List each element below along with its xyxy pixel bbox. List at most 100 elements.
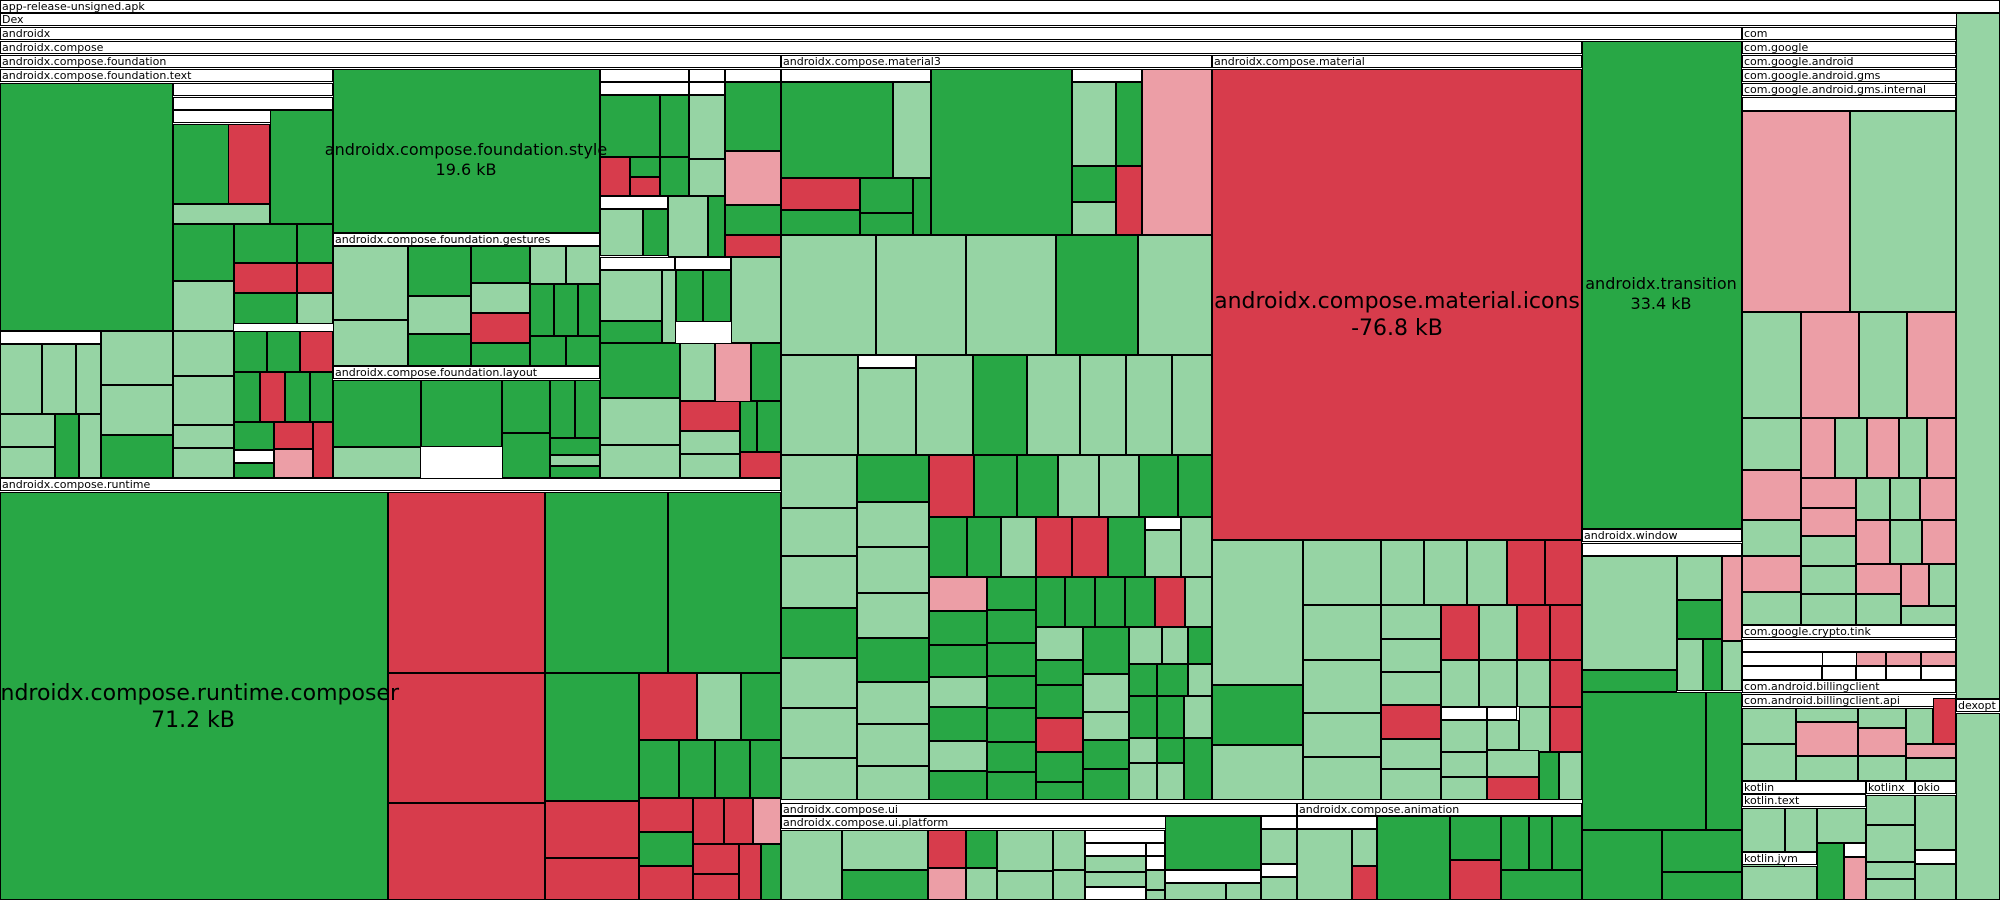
treemap-cell[interactable] <box>1095 577 1125 627</box>
treemap-cell[interactable] <box>1922 520 1956 564</box>
treemap-cell[interactable] <box>1072 517 1108 577</box>
treemap-cell[interactable] <box>388 492 545 673</box>
package-header[interactable]: dexopt <box>1956 699 2000 712</box>
treemap-cell[interactable] <box>575 380 600 438</box>
treemap-cell[interactable] <box>550 455 600 466</box>
treemap-cell[interactable] <box>1303 713 1381 757</box>
treemap-cell[interactable] <box>1142 69 1212 235</box>
treemap-cell[interactable] <box>974 455 1017 517</box>
treemap-cell[interactable] <box>1381 605 1441 639</box>
treemap-cell[interactable] <box>471 343 530 366</box>
treemap-cell[interactable] <box>857 502 929 547</box>
treemap-cell[interactable] <box>1381 769 1441 800</box>
treemap-cell[interactable] <box>1742 418 1801 470</box>
treemap-cell[interactable] <box>741 673 781 740</box>
treemap-cell[interactable] <box>1352 866 1377 900</box>
treemap-cell[interactable] <box>1085 843 1146 856</box>
treemap-cell[interactable] <box>781 556 857 608</box>
treemap-cell[interactable] <box>858 355 916 368</box>
treemap-cell[interactable] <box>931 69 1072 235</box>
treemap-cell[interactable] <box>101 331 173 385</box>
treemap-cell[interactable] <box>630 157 660 177</box>
treemap-cell[interactable] <box>693 844 739 874</box>
treemap-cell[interactable] <box>1146 890 1165 900</box>
treemap-cell[interactable] <box>1108 517 1145 577</box>
treemap-cell[interactable] <box>781 758 857 800</box>
treemap-cell[interactable] <box>1801 566 1856 594</box>
treemap-cell[interactable] <box>1212 745 1303 800</box>
treemap-cell[interactable] <box>1844 857 1866 900</box>
treemap-cell[interactable] <box>893 82 931 178</box>
treemap-cell[interactable] <box>1856 666 1886 680</box>
treemap-cell[interactable] <box>502 433 550 478</box>
treemap-cell[interactable] <box>1165 883 1226 900</box>
treemap-cell[interactable] <box>1856 564 1901 594</box>
treemap-cell[interactable] <box>1212 540 1303 685</box>
treemap-cell[interactable] <box>1529 816 1552 870</box>
package-header[interactable]: androidx <box>0 27 1742 40</box>
treemap-cell[interactable] <box>1129 664 1157 696</box>
treemap-cell[interactable] <box>1126 355 1172 455</box>
treemap-cell[interactable] <box>1165 816 1261 870</box>
treemap-cell[interactable] <box>1550 605 1582 660</box>
treemap-cell[interactable] <box>471 283 530 313</box>
treemap-cell[interactable] <box>1501 816 1529 870</box>
treemap-cell[interactable] <box>421 380 502 447</box>
treemap-cell[interactable] <box>639 740 679 798</box>
treemap-cell[interactable] <box>1866 862 1915 879</box>
treemap-cell[interactable] <box>234 372 260 422</box>
treemap-cell[interactable] <box>1441 720 1487 752</box>
treemap-cell[interactable] <box>173 331 234 376</box>
treemap-cell[interactable] <box>1742 97 1956 111</box>
treemap-cell[interactable] <box>697 673 741 740</box>
treemap-cell[interactable] <box>0 414 55 447</box>
treemap-cell[interactable] <box>600 270 662 321</box>
treemap-cell[interactable] <box>1165 870 1261 883</box>
treemap-cell[interactable] <box>781 178 860 210</box>
treemap-cell[interactable] <box>1058 455 1099 517</box>
treemap-cell[interactable] <box>1742 556 1801 592</box>
treemap-cell[interactable] <box>600 343 680 398</box>
treemap-cell[interactable] <box>1083 712 1129 740</box>
treemap-cell[interactable] <box>751 343 781 401</box>
treemap-cell[interactable] <box>1226 883 1261 900</box>
treemap-cell[interactable] <box>600 95 660 157</box>
treemap-cell[interactable] <box>79 414 101 478</box>
treemap-cell[interactable] <box>929 677 987 707</box>
treemap-cell[interactable] <box>857 682 929 724</box>
treemap-cell[interactable] <box>1796 708 1858 722</box>
treemap-cell[interactable] <box>545 673 639 801</box>
package-header[interactable]: kotlinx <box>1866 781 1915 794</box>
treemap-cell[interactable] <box>1907 312 1956 418</box>
treemap-cell[interactable] <box>1065 577 1095 627</box>
treemap-cell[interactable] <box>333 380 421 447</box>
treemap-cell[interactable] <box>313 422 333 478</box>
treemap-cell[interactable] <box>333 246 408 320</box>
treemap-cell[interactable] <box>1381 639 1441 672</box>
treemap-cell[interactable] <box>270 110 333 224</box>
treemap-cell[interactable] <box>310 372 333 422</box>
treemap-cell[interactable] <box>297 263 333 293</box>
treemap-cell[interactable] <box>1915 795 1956 850</box>
treemap-cell[interactable] <box>680 431 740 454</box>
treemap-cell[interactable] <box>1441 660 1479 707</box>
treemap-cell[interactable] <box>1381 705 1441 739</box>
treemap-cell[interactable] <box>1921 666 1956 680</box>
treemap-cell[interactable] <box>1146 856 1165 870</box>
treemap-cell[interactable] <box>1297 816 1377 829</box>
treemap-cell[interactable] <box>1915 850 1956 864</box>
treemap-cell[interactable] <box>725 235 781 257</box>
treemap-cell[interactable] <box>1859 312 1907 418</box>
treemap-cell[interactable] <box>860 178 913 213</box>
treemap-cell[interactable] <box>55 414 79 478</box>
treemap-cell[interactable] <box>715 343 751 402</box>
treemap-cell[interactable] <box>1424 540 1467 605</box>
treemap-cell[interactable] <box>660 157 689 196</box>
treemap-cell[interactable] <box>1856 594 1901 625</box>
treemap-cell[interactable] <box>689 82 725 95</box>
treemap-cell[interactable] <box>1056 235 1138 355</box>
treemap-cell[interactable] <box>1550 660 1582 707</box>
treemap-cell[interactable] <box>987 676 1036 708</box>
treemap-cell[interactable] <box>668 196 708 257</box>
treemap-cell[interactable] <box>668 492 781 673</box>
